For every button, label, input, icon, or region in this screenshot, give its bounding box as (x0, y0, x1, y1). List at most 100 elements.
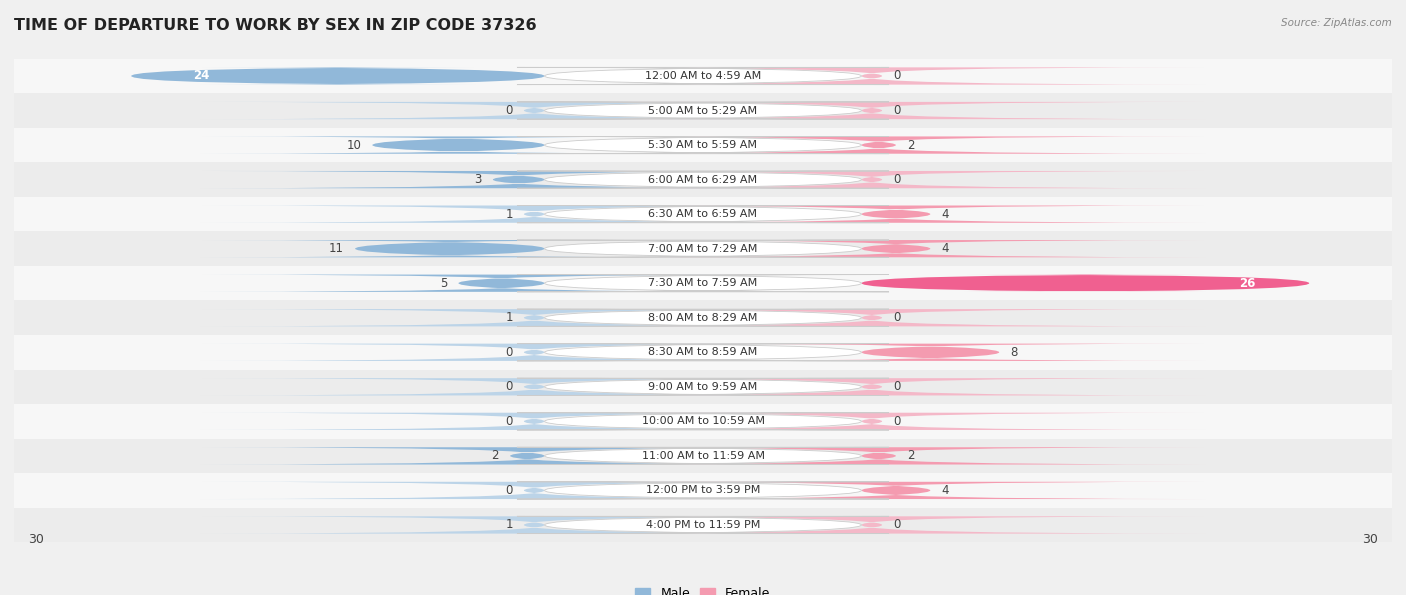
FancyBboxPatch shape (200, 171, 838, 188)
FancyBboxPatch shape (200, 274, 803, 292)
Text: 6:30 AM to 6:59 AM: 6:30 AM to 6:59 AM (648, 209, 758, 219)
FancyBboxPatch shape (537, 413, 1206, 430)
FancyBboxPatch shape (517, 413, 889, 430)
Bar (14, 439, 1392, 473)
FancyBboxPatch shape (131, 67, 544, 84)
FancyBboxPatch shape (537, 378, 1206, 396)
FancyBboxPatch shape (517, 309, 889, 327)
Bar (14, 369, 1392, 404)
FancyBboxPatch shape (517, 102, 889, 119)
FancyBboxPatch shape (517, 240, 889, 257)
Text: 0: 0 (893, 380, 900, 393)
FancyBboxPatch shape (517, 447, 889, 465)
Text: 11:00 AM to 11:59 AM: 11:00 AM to 11:59 AM (641, 451, 765, 461)
FancyBboxPatch shape (586, 482, 1206, 499)
FancyBboxPatch shape (200, 413, 869, 430)
FancyBboxPatch shape (517, 171, 889, 188)
Text: 0: 0 (506, 415, 513, 428)
FancyBboxPatch shape (517, 136, 889, 154)
FancyBboxPatch shape (537, 67, 1206, 84)
Text: 5: 5 (440, 277, 447, 290)
Legend: Male, Female: Male, Female (630, 583, 776, 595)
FancyBboxPatch shape (517, 482, 889, 499)
FancyBboxPatch shape (517, 67, 889, 84)
FancyBboxPatch shape (537, 516, 1206, 534)
FancyBboxPatch shape (551, 136, 1206, 154)
Text: 5:00 AM to 5:29 AM: 5:00 AM to 5:29 AM (648, 105, 758, 115)
Text: 30: 30 (1362, 533, 1378, 546)
Text: 10:00 AM to 10:59 AM: 10:00 AM to 10:59 AM (641, 416, 765, 427)
Text: 0: 0 (893, 173, 900, 186)
Bar (14, 300, 1392, 335)
Text: 0: 0 (506, 346, 513, 359)
FancyBboxPatch shape (537, 102, 1206, 119)
Bar (14, 266, 1392, 300)
Text: 2: 2 (907, 449, 914, 462)
Bar (14, 473, 1392, 508)
Text: 1: 1 (505, 208, 513, 221)
Text: 1: 1 (505, 311, 513, 324)
FancyBboxPatch shape (200, 309, 869, 327)
Text: 10: 10 (346, 139, 361, 152)
Bar (14, 128, 1392, 162)
Bar (14, 508, 1392, 542)
FancyBboxPatch shape (862, 274, 1309, 292)
Text: 4:00 PM to 11:59 PM: 4:00 PM to 11:59 PM (645, 520, 761, 530)
FancyBboxPatch shape (586, 205, 1206, 223)
Text: 4: 4 (942, 208, 949, 221)
Text: 3: 3 (474, 173, 482, 186)
Bar (14, 162, 1392, 197)
FancyBboxPatch shape (537, 309, 1206, 327)
FancyBboxPatch shape (200, 136, 717, 154)
Text: 7:00 AM to 7:29 AM: 7:00 AM to 7:29 AM (648, 244, 758, 253)
FancyBboxPatch shape (200, 516, 869, 534)
Text: 1: 1 (505, 518, 513, 531)
Text: 9:00 AM to 9:59 AM: 9:00 AM to 9:59 AM (648, 382, 758, 392)
Bar (14, 59, 1392, 93)
Text: 2: 2 (907, 139, 914, 152)
Text: 12:00 AM to 4:59 AM: 12:00 AM to 4:59 AM (645, 71, 761, 81)
Text: 0: 0 (893, 415, 900, 428)
FancyBboxPatch shape (586, 240, 1206, 257)
Text: 0: 0 (893, 518, 900, 531)
Text: 6:00 AM to 6:29 AM: 6:00 AM to 6:29 AM (648, 174, 758, 184)
FancyBboxPatch shape (517, 378, 889, 396)
Bar (14, 231, 1392, 266)
Text: 30: 30 (28, 533, 44, 546)
Bar (14, 404, 1392, 439)
Text: 2: 2 (492, 449, 499, 462)
FancyBboxPatch shape (200, 102, 869, 119)
Text: 4: 4 (942, 242, 949, 255)
FancyBboxPatch shape (517, 516, 889, 534)
Text: 12:00 PM to 3:59 PM: 12:00 PM to 3:59 PM (645, 486, 761, 496)
FancyBboxPatch shape (200, 447, 855, 465)
FancyBboxPatch shape (200, 240, 700, 257)
Text: 0: 0 (506, 484, 513, 497)
FancyBboxPatch shape (200, 378, 869, 396)
FancyBboxPatch shape (200, 482, 869, 499)
Text: 0: 0 (893, 104, 900, 117)
Text: 7:30 AM to 7:59 AM: 7:30 AM to 7:59 AM (648, 278, 758, 288)
FancyBboxPatch shape (551, 447, 1206, 465)
Text: 11: 11 (329, 242, 344, 255)
FancyBboxPatch shape (537, 171, 1206, 188)
Text: 5:30 AM to 5:59 AM: 5:30 AM to 5:59 AM (648, 140, 758, 150)
Text: TIME OF DEPARTURE TO WORK BY SEX IN ZIP CODE 37326: TIME OF DEPARTURE TO WORK BY SEX IN ZIP … (14, 18, 537, 33)
Text: 26: 26 (1239, 277, 1256, 290)
FancyBboxPatch shape (655, 344, 1206, 361)
Bar (14, 197, 1392, 231)
Text: 8:00 AM to 8:29 AM: 8:00 AM to 8:29 AM (648, 313, 758, 322)
Text: 8: 8 (1011, 346, 1018, 359)
Text: 0: 0 (506, 104, 513, 117)
Text: 24: 24 (193, 70, 209, 83)
FancyBboxPatch shape (517, 344, 889, 361)
Text: 0: 0 (506, 380, 513, 393)
Text: 8:30 AM to 8:59 AM: 8:30 AM to 8:59 AM (648, 347, 758, 357)
FancyBboxPatch shape (517, 274, 889, 292)
FancyBboxPatch shape (517, 205, 889, 223)
FancyBboxPatch shape (200, 344, 869, 361)
Text: 4: 4 (942, 484, 949, 497)
Text: Source: ZipAtlas.com: Source: ZipAtlas.com (1281, 18, 1392, 28)
FancyBboxPatch shape (200, 205, 869, 223)
Bar (14, 93, 1392, 128)
